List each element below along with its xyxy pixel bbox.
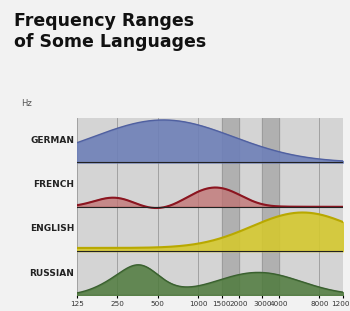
Bar: [262, 118, 279, 295]
Bar: [158, 118, 198, 295]
Bar: [77, 118, 117, 295]
Bar: [319, 118, 343, 295]
Bar: [279, 118, 319, 295]
Bar: [222, 118, 239, 295]
Text: FRENCH: FRENCH: [33, 180, 74, 189]
Text: Hz: Hz: [21, 100, 32, 109]
Text: ENGLISH: ENGLISH: [30, 225, 74, 234]
Bar: [198, 118, 222, 295]
Text: Frequency Ranges
of Some Languages: Frequency Ranges of Some Languages: [14, 12, 206, 51]
Bar: [117, 118, 158, 295]
Text: GERMAN: GERMAN: [30, 136, 74, 145]
Bar: [239, 118, 262, 295]
Text: RUSSIAN: RUSSIAN: [29, 269, 74, 278]
